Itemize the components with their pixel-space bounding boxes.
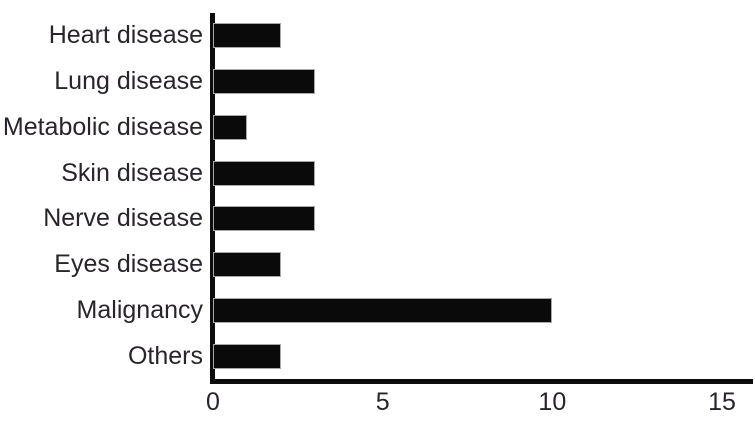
chart-row-skin-disease: Skin disease: [0, 150, 755, 196]
y-axis-line: [210, 13, 215, 384]
category-label-others: Others: [127, 341, 203, 370]
x-tick-label-0: 0: [206, 388, 220, 416]
bar-nerve-disease: [213, 206, 315, 232]
category-label-skin-disease: Skin disease: [61, 158, 203, 187]
category-label-metabolic-disease: Metabolic disease: [2, 112, 203, 141]
chart-row-metabolic-disease: Metabolic disease: [0, 105, 755, 151]
x-tick-label-5: 5: [375, 388, 390, 416]
chart-row-eyes-disease: Eyes disease: [0, 242, 755, 288]
bar-skin-disease: [213, 160, 315, 186]
category-label-lung-disease: Lung disease: [54, 67, 203, 96]
x-tick-label-10: 10: [538, 388, 567, 416]
category-label-heart-disease: Heart disease: [48, 21, 203, 50]
x-axis-tick-labels: 0 5 10 15: [0, 388, 755, 422]
bar-heart-disease: [213, 23, 281, 49]
bar-rows: Heart disease Lung disease Metabolic disea…: [0, 13, 755, 379]
chart-row-malignancy: Malignancy: [0, 288, 755, 334]
bar-others: [213, 343, 281, 369]
chart-row-others: Others: [0, 333, 755, 379]
category-label-malignancy: Malignancy: [76, 295, 203, 324]
category-label-nerve-disease: Nerve disease: [43, 204, 203, 233]
category-label-eyes-disease: Eyes disease: [54, 250, 203, 279]
bar-eyes-disease: [213, 252, 281, 278]
chart-row-heart-disease: Heart disease: [0, 13, 755, 59]
x-axis-line: [210, 379, 753, 384]
chart-row-lung-disease: Lung disease: [0, 59, 755, 105]
bar-malignancy: [213, 297, 553, 323]
bar-metabolic-disease: [213, 114, 247, 140]
bar-lung-disease: [213, 69, 315, 95]
chart-row-nerve-disease: Nerve disease: [0, 196, 755, 242]
x-tick-label-15: 15: [708, 388, 736, 416]
